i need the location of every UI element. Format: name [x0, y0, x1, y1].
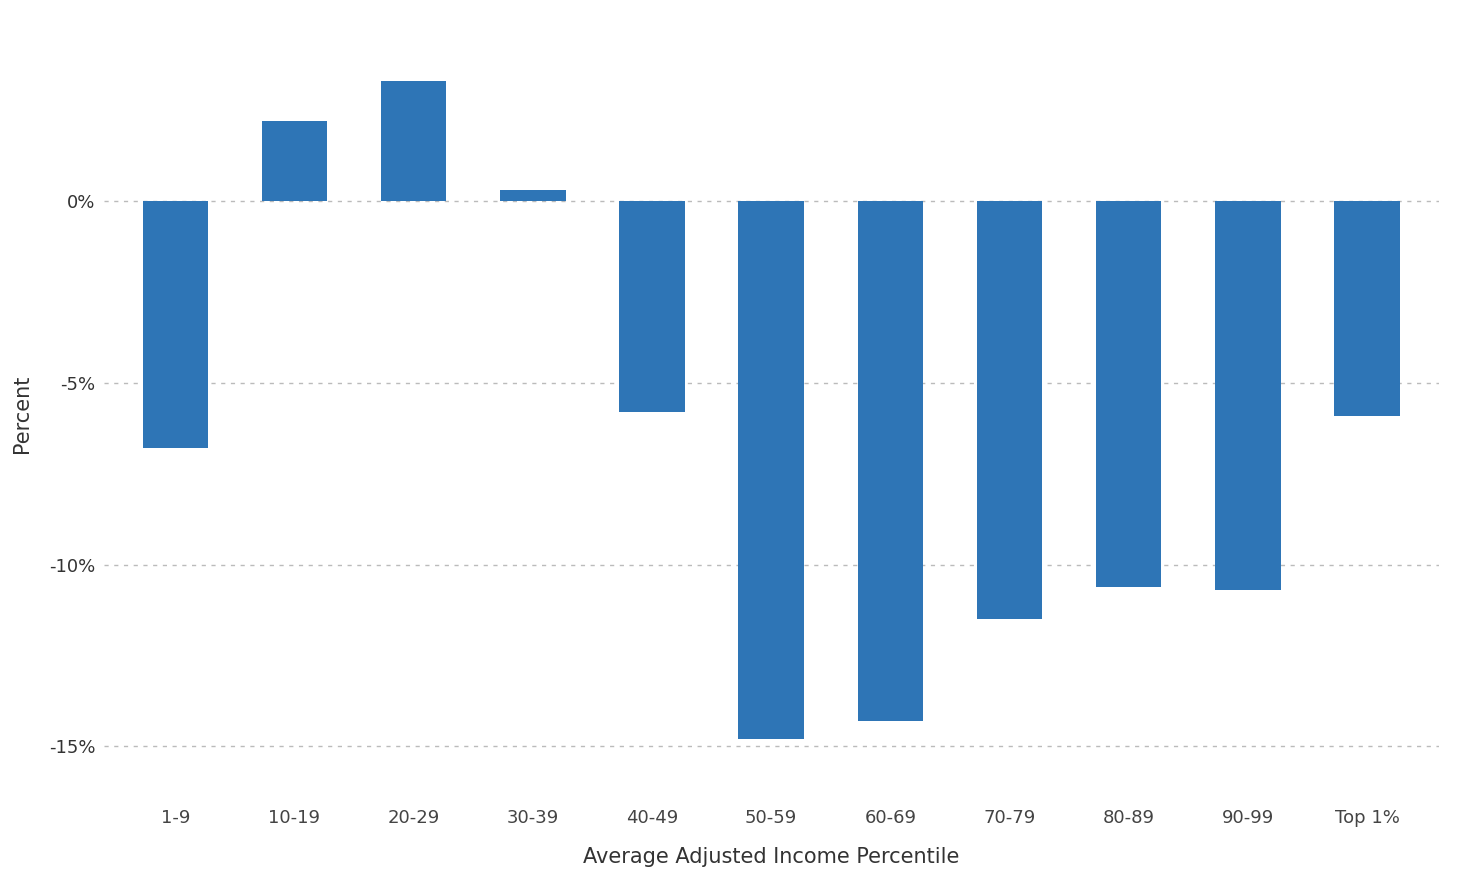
Bar — [857, 201, 922, 721]
Bar — [500, 190, 565, 201]
Bar — [739, 201, 804, 740]
Bar — [261, 121, 328, 201]
Bar — [142, 201, 208, 449]
Bar — [977, 201, 1043, 619]
X-axis label: Average Adjusted Income Percentile: Average Adjusted Income Percentile — [583, 846, 960, 867]
Bar — [1096, 201, 1161, 587]
Bar — [381, 81, 446, 201]
Y-axis label: Percent: Percent — [12, 375, 33, 453]
Bar — [1335, 201, 1400, 416]
Bar — [1215, 201, 1281, 590]
Bar — [620, 201, 685, 412]
